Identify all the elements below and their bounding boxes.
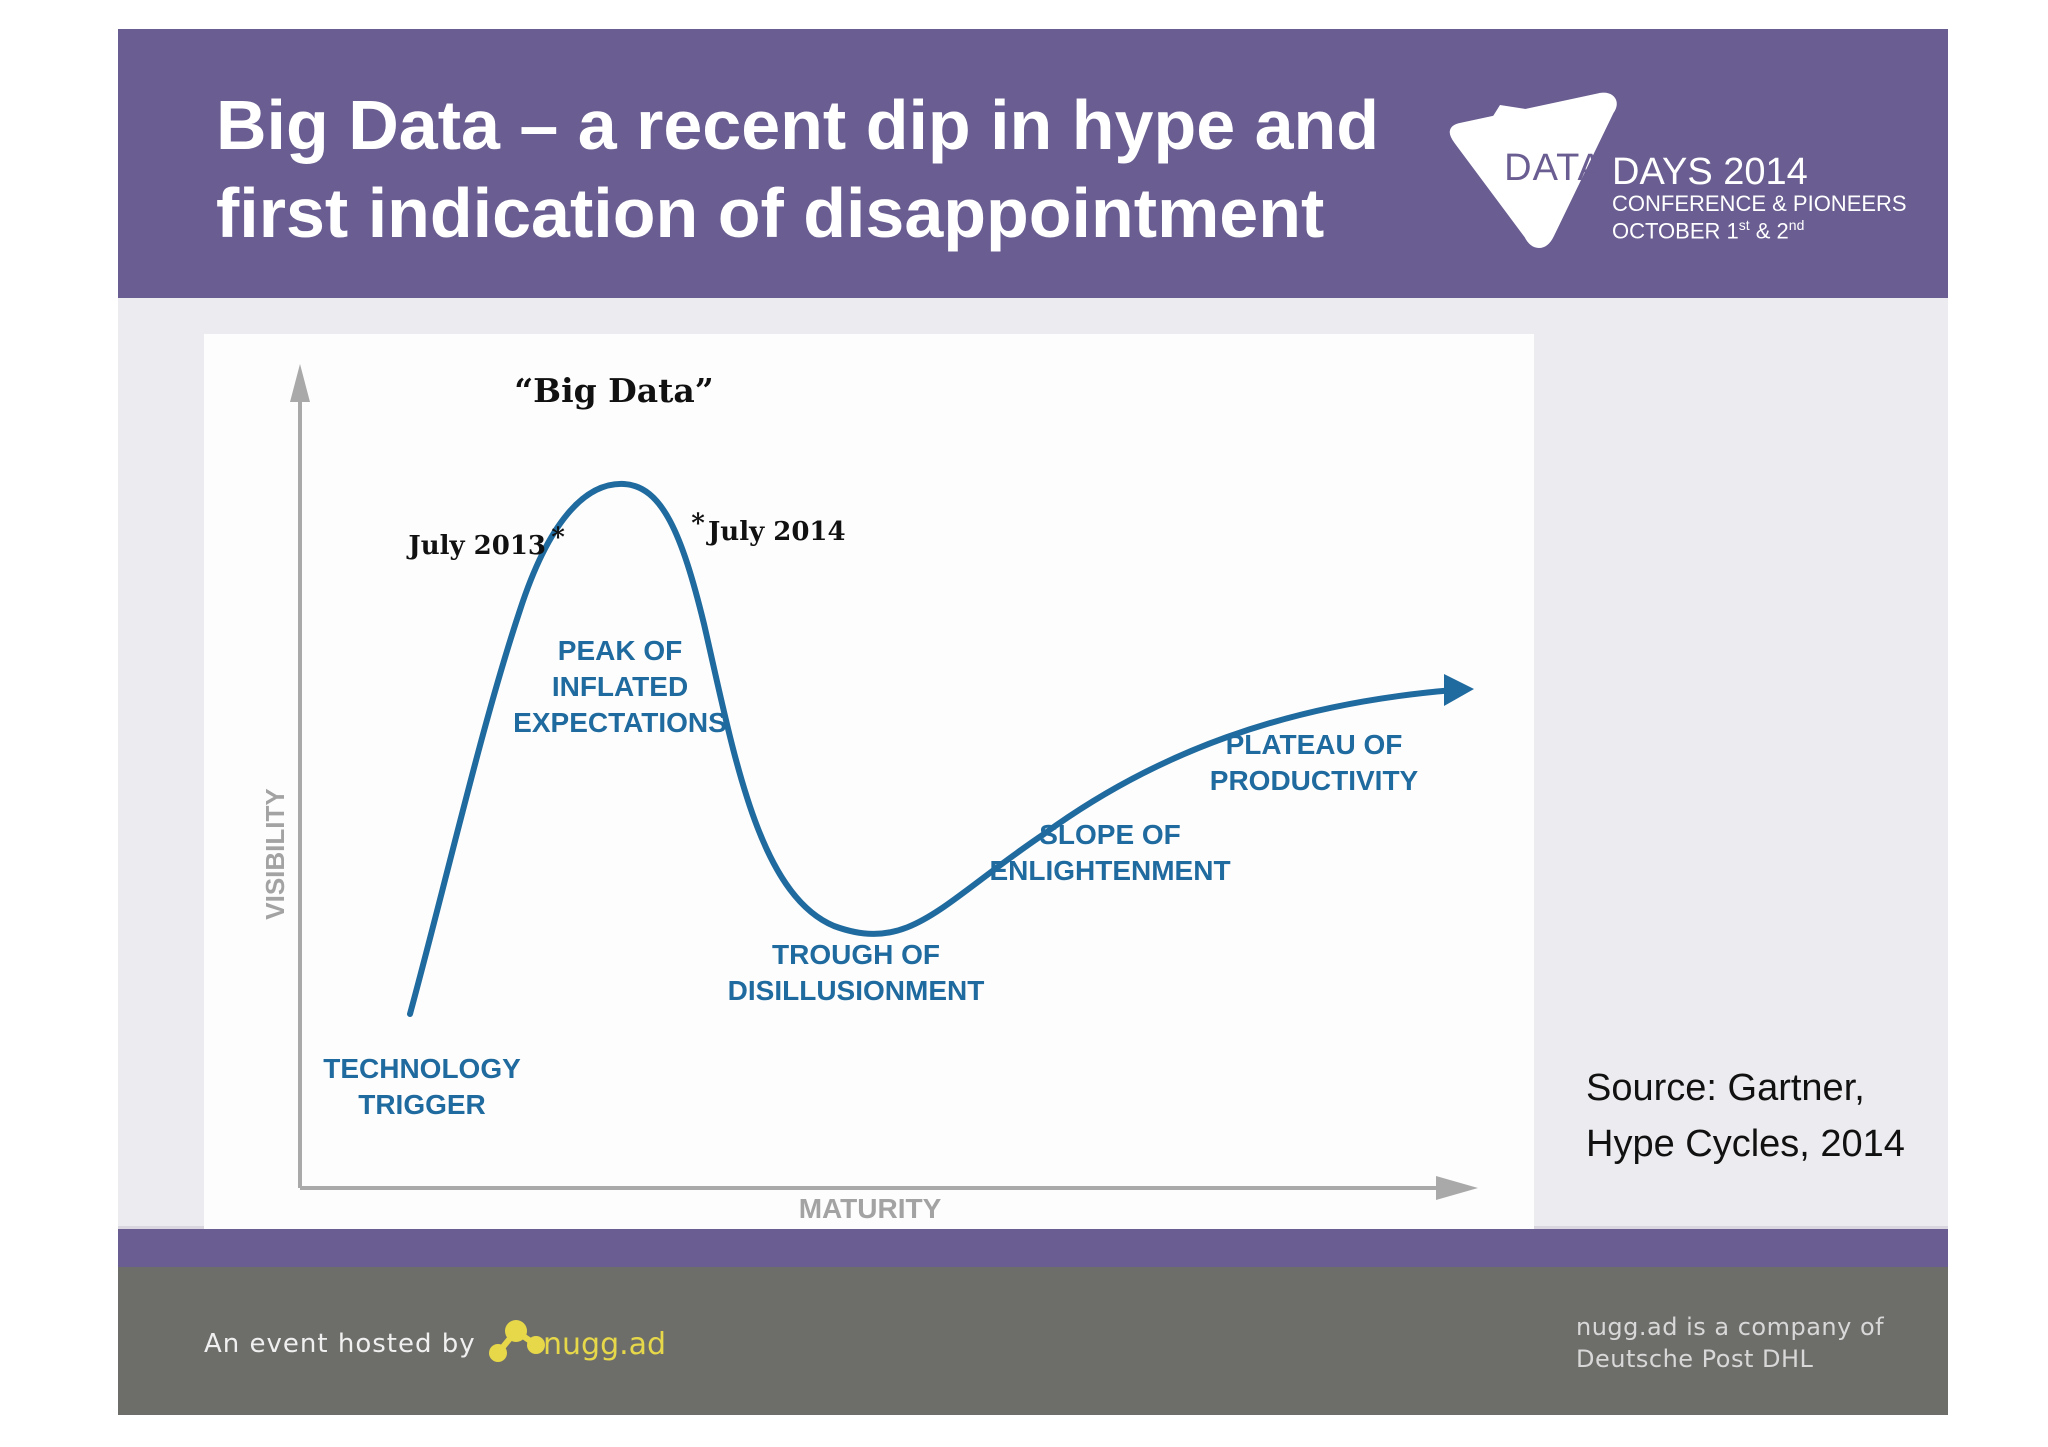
data-days-logo: DATA DAYS 2014 CONFERENCE & PIONEERS OCT…	[1440, 67, 1920, 277]
logo-conference-text: CONFERENCE & PIONEERS	[1612, 191, 1907, 216]
marker-july-2013: July 2013	[406, 531, 546, 561]
phase-slope-1: SLOPE OF	[1039, 819, 1181, 850]
logo-data-word: DATA	[1504, 147, 1604, 189]
phase-trough-1: TROUGH OF	[772, 939, 940, 970]
slide-footer: An event hosted by nugg.ad nugg.ad is a …	[118, 1267, 1948, 1415]
footer-purple-band	[118, 1229, 1948, 1267]
phase-plateau-2: PRODUCTIVITY	[1210, 765, 1419, 796]
source-line-1: Source: Gartner,	[1586, 1067, 1865, 1109]
slide-header: Big Data – a recent dip in hype and firs…	[118, 29, 1948, 298]
title-line-1: Big Data – a recent dip in hype and	[216, 86, 1380, 164]
slide-title: Big Data – a recent dip in hype and firs…	[216, 81, 1536, 257]
phase-technology-trigger-1: TECHNOLOGY	[323, 1053, 521, 1084]
phase-peak-2: INFLATED	[552, 671, 688, 702]
slide-content: VISIBILITY MATURITY “Big Data” July 2013…	[118, 298, 1948, 1252]
slide: Big Data – a recent dip in hype and firs…	[118, 29, 1948, 1415]
hype-cycle-figure: VISIBILITY MATURITY “Big Data” July 2013…	[204, 334, 1534, 1252]
y-axis-arrowhead	[290, 364, 310, 402]
phase-plateau-1: PLATEAU OF	[1226, 729, 1403, 760]
y-axis-label: VISIBILITY	[260, 788, 290, 919]
phase-technology-trigger-2: TRIGGER	[358, 1089, 486, 1120]
nugg-ad-brand: nugg.ad	[543, 1327, 667, 1362]
company-line-2: Deutsche Post DHL	[1576, 1345, 1814, 1373]
big-data-label: “Big Data”	[514, 371, 714, 410]
phase-peak-1: PEAK OF	[558, 635, 682, 666]
logo-date-text: OCTOBER 1st & 2nd	[1612, 217, 1805, 244]
x-axis-arrowhead	[1436, 1176, 1478, 1200]
phase-peak-3: EXPECTATIONS	[513, 707, 727, 738]
hype-curve	[407, 480, 1457, 1017]
hype-cycle-diagram: VISIBILITY MATURITY “Big Data” July 2013…	[260, 364, 1478, 1224]
marker-july-2014-star: *	[691, 509, 705, 539]
hosted-by-text: An event hosted by	[204, 1329, 476, 1359]
logo-days-text: DAYS 2014	[1612, 151, 1808, 193]
x-axis-label: MATURITY	[799, 1193, 942, 1224]
phase-trough-2: DISILLUSIONMENT	[728, 975, 985, 1006]
nugg-ad-logo-icon	[489, 1320, 545, 1362]
title-line-2: first indication of disappointment	[216, 174, 1325, 252]
company-line-1: nugg.ad is a company of	[1576, 1313, 1885, 1341]
curve-arrowhead	[1444, 674, 1474, 706]
marker-july-2013-star: *	[551, 523, 565, 553]
marker-july-2014: July 2014	[706, 517, 846, 547]
triangle-logo-icon	[1449, 92, 1617, 248]
phase-slope-2: ENLIGHTENMENT	[989, 855, 1230, 886]
company-note: nugg.ad is a company of Deutsche Post DH…	[1576, 1311, 1884, 1375]
source-citation: Source: Gartner, Hype Cycles, 2014	[1586, 1060, 1946, 1172]
source-line-2: Hype Cycles, 2014	[1586, 1123, 1905, 1165]
